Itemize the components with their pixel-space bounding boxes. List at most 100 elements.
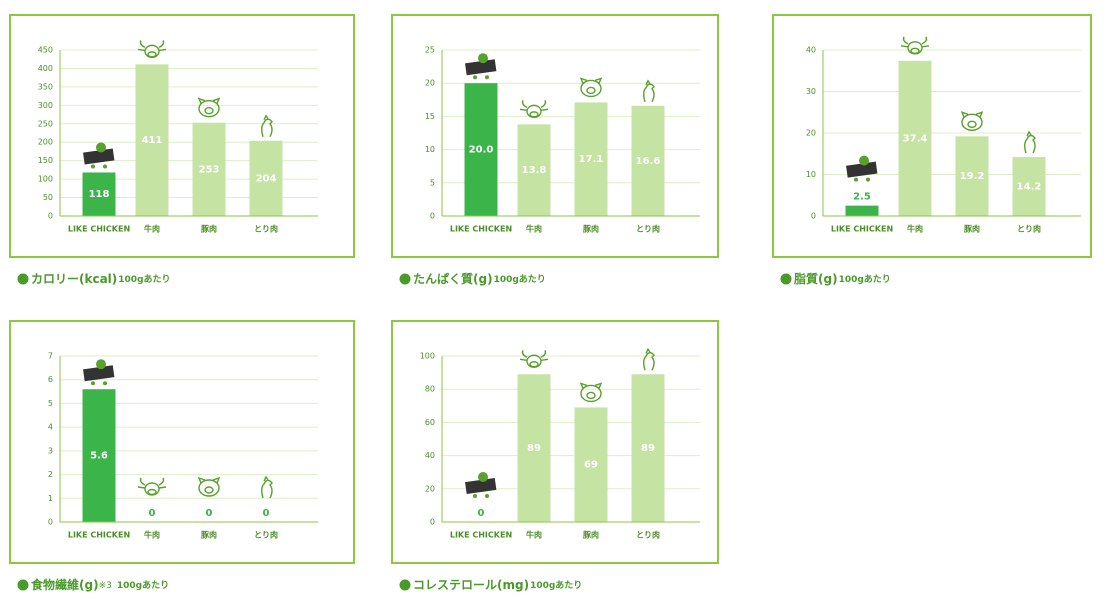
panel-frame [391,14,719,258]
value-label: 89 [641,443,655,454]
caption-bullet [399,273,411,285]
pig-snout [204,486,214,494]
logo-dot [866,177,870,182]
cow-horns [137,477,167,489]
y-tick-label: 2 [48,470,53,479]
caption: 脂質(g)100gあたり [793,271,891,286]
bar [574,102,608,216]
logo-badge [83,148,115,165]
cow-nose [910,47,920,54]
bar [192,122,226,216]
y-tick-label: 200 [38,138,53,147]
icon [137,40,167,59]
caption-bullet [17,579,29,591]
caption: カロリー(kcal)100gあたり [31,272,171,286]
caption-subtitle: 100gあたり [839,274,891,285]
y-tick-label: 5 [48,399,53,408]
caption-subtitle: 100gあたり [530,580,582,591]
y-tick-label: 7 [48,352,53,361]
y-tick-label: 20 [425,79,435,88]
bar [135,64,169,217]
y-tick-label: 0 [430,212,435,221]
value-label: 20.0 [469,145,494,156]
logo-head [478,53,488,64]
bar [845,205,879,216]
y-tick-label: 100 [420,352,435,361]
panel-frame [391,320,719,564]
chicken [643,79,655,103]
caption-subtitle: 100gあたり [118,274,170,285]
logo-dot [91,164,95,169]
value-label: 411 [142,135,163,146]
value-label: 69 [584,460,598,471]
y-tick-label: 400 [38,64,53,73]
y-tick-label: 40 [806,46,816,55]
x-tick-label: 豚肉 [201,530,217,540]
caption: コレステロール(mg)100gあたり [413,578,582,592]
chicken [261,114,273,138]
icon [900,36,930,55]
x-tick-label: LIKE CHICKEN [450,225,512,234]
icon [579,382,603,403]
caption: 食物繊維(g)※3 100gあたり [30,577,169,592]
pig-snout [204,106,214,115]
bar [631,374,665,522]
icon [846,155,878,182]
bar [517,124,551,216]
y-tick-label: 10 [806,170,816,179]
x-tick-label: 牛肉 [526,224,542,234]
value-label: 2.5 [853,192,871,203]
value-label: 0 [149,508,156,519]
caption: たんぱく質(g)100gあたり [413,271,546,286]
caption-subtitle: 100gあたり [117,580,169,591]
pig-head [580,384,602,403]
x-tick-label: とり肉 [254,530,278,540]
y-tick-label: 15 [425,112,435,121]
y-tick-label: 10 [425,145,435,154]
y-tick-label: 20 [425,484,435,493]
value-label: 0 [478,508,485,519]
pig-snout [586,391,596,400]
pig-head [198,99,220,118]
y-tick-label: 40 [425,451,435,460]
y-tick-label: 0 [430,518,435,527]
logo-dot [473,494,477,498]
x-tick-label: 豚肉 [201,224,217,234]
x-tick-label: 牛肉 [144,530,160,540]
icon [83,359,115,386]
caption-bullet [780,273,792,285]
y-tick-label: 250 [38,119,53,128]
cow-horns [519,349,549,361]
caption-note: ※3 [99,581,112,591]
bar [249,140,283,216]
value-label: 16.6 [636,156,661,167]
x-tick-label: とり肉 [636,530,660,540]
cow-horns [900,36,930,48]
bar [898,60,932,216]
value-label: 37.4 [903,133,928,144]
icon [137,477,167,496]
y-tick-label: 30 [806,87,816,96]
caption-title: コレステロール(mg) [413,578,529,592]
icon [1024,130,1036,154]
logo-head [96,359,106,370]
value-label: 14.2 [1017,182,1042,193]
logo-head [478,472,488,482]
cow-horns [137,40,167,52]
logo-dot [485,494,489,498]
pig-snout [586,86,596,95]
bar [1012,157,1046,216]
value-label: 17.1 [579,154,604,165]
y-tick-label: 3 [48,446,53,455]
y-tick-label: 4 [48,423,53,432]
x-tick-label: 牛肉 [144,224,160,234]
x-tick-label: 豚肉 [964,224,980,234]
pig-head [580,79,602,98]
icon [643,347,655,371]
logo-badge [465,59,497,76]
caption-title: たんぱく質(g) [413,271,493,286]
logo-badge [465,477,497,495]
icon [261,114,273,138]
logo-head [96,142,106,153]
